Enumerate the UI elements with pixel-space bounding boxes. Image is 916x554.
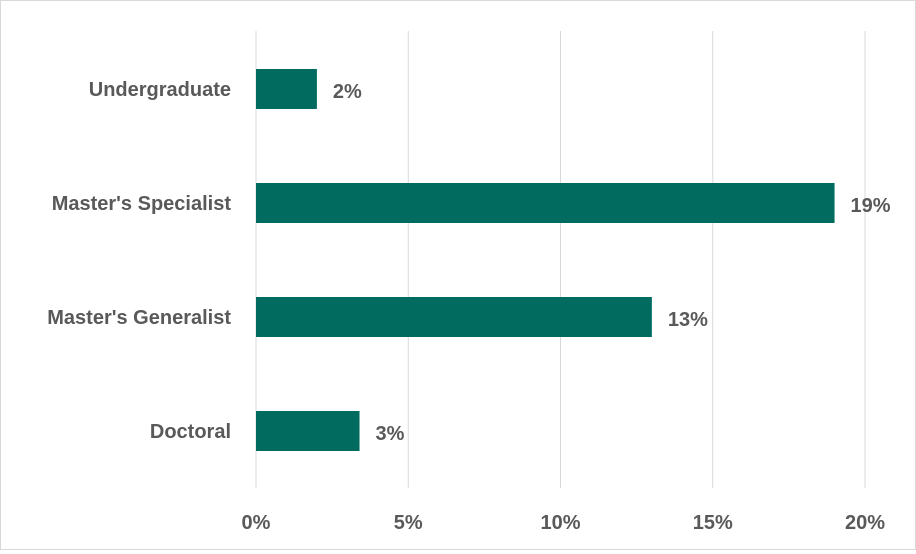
bar-2 (256, 297, 652, 337)
x-tick-label-0: 0% (242, 512, 271, 534)
x-tick-label-10: 10% (540, 512, 580, 534)
data-label-0: 2% (333, 81, 362, 103)
x-axis-tick-labels: 0% 5% 10% 15% 20% (242, 512, 886, 534)
x-tick-label-5: 5% (394, 512, 423, 534)
bars (256, 69, 835, 451)
category-label-0: Undergraduate (89, 79, 231, 101)
category-labels: Undergraduate Master's Specialist Master's… (47, 79, 231, 443)
x-tick-label-15: 15% (693, 512, 733, 534)
category-label-3: Doctoral (150, 421, 231, 443)
data-labels: 2% 19% 13% 3% (333, 81, 891, 445)
x-tick-label-20: 20% (845, 512, 885, 534)
bar-0 (256, 69, 317, 109)
category-label-1: Master's Specialist (52, 193, 232, 215)
data-label-3: 3% (376, 423, 405, 445)
data-label-1: 19% (851, 195, 891, 217)
category-label-2: Master's Generalist (47, 307, 231, 329)
data-label-2: 13% (668, 309, 708, 331)
bar-1 (256, 183, 835, 223)
bar-3 (256, 411, 360, 451)
